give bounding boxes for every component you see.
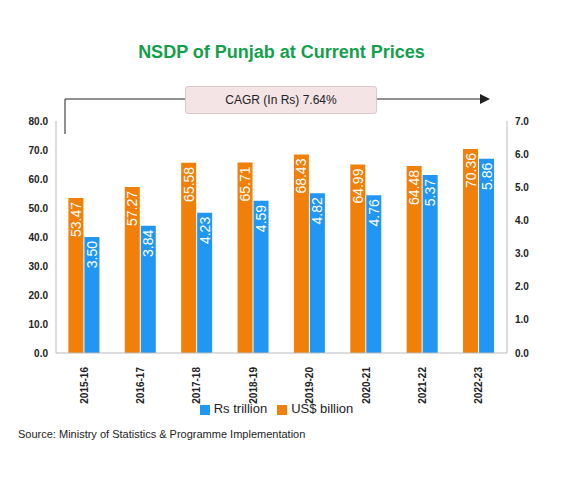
svg-text:60.0: 60.0 (29, 174, 49, 185)
svg-text:64.99: 64.99 (350, 168, 366, 203)
svg-text:70.0: 70.0 (29, 145, 49, 156)
svg-text:3.84: 3.84 (140, 230, 156, 257)
svg-text:2016-17: 2016-17 (135, 367, 146, 404)
svg-text:50.0: 50.0 (29, 203, 49, 214)
svg-text:30.0: 30.0 (29, 261, 49, 272)
svg-text:5.0: 5.0 (515, 182, 529, 193)
svg-text:3.50: 3.50 (84, 241, 100, 268)
svg-text:70.36: 70.36 (463, 153, 479, 188)
svg-text:2020-21: 2020-21 (361, 367, 372, 404)
svg-text:10.0: 10.0 (29, 319, 49, 330)
html-text:CAGR (In Rs) 7.64%: CAGR (In Rs) 7.64% (225, 93, 337, 107)
svg-text:64.48: 64.48 (406, 170, 422, 205)
svg-text:4.0: 4.0 (515, 215, 529, 226)
svg-text:2022-23: 2022-23 (473, 367, 484, 404)
html-text:NSDP of Punjab at Current Pric: NSDP of Punjab at Current Prices (138, 42, 425, 62)
svg-text:65.58: 65.58 (181, 167, 197, 202)
svg-text:4.59: 4.59 (253, 205, 269, 232)
svg-text:2017-18: 2017-18 (191, 367, 202, 404)
svg-text:0.0: 0.0 (515, 348, 529, 359)
svg-text:1.0: 1.0 (515, 314, 529, 325)
svg-text:40.0: 40.0 (29, 232, 49, 243)
svg-text:0.0: 0.0 (34, 348, 48, 359)
svg-text:7.0: 7.0 (515, 116, 529, 127)
html-text:Source: Ministry of Statistics: Source: Ministry of Statistics & Program… (18, 428, 306, 440)
svg-text:2019-20: 2019-20 (304, 367, 315, 404)
svg-text:3.0: 3.0 (515, 248, 529, 259)
svg-text:65.71: 65.71 (237, 166, 253, 201)
svg-text:68.43: 68.43 (293, 158, 309, 193)
html-text:Rs trillion: Rs trillion (213, 401, 268, 416)
svg-text:2.0: 2.0 (515, 281, 529, 292)
svg-text:57.27: 57.27 (124, 191, 140, 226)
html-text:US$ billion: US$ billion (291, 401, 354, 416)
svg-text:4.23: 4.23 (197, 217, 213, 244)
svg-text:20.0: 20.0 (29, 290, 49, 301)
svg-text:53.47: 53.47 (68, 202, 84, 237)
svg-text:2018-19: 2018-19 (248, 367, 259, 404)
svg-text:2021-22: 2021-22 (417, 367, 428, 404)
svg-text:2015-16: 2015-16 (79, 367, 90, 404)
svg-text:5.37: 5.37 (422, 179, 438, 206)
svg-text:5.86: 5.86 (479, 163, 495, 190)
svg-text:6.0: 6.0 (515, 149, 529, 160)
svg-text:80.0: 80.0 (29, 116, 49, 127)
svg-text:4.76: 4.76 (366, 199, 382, 226)
svg-text:4.82: 4.82 (309, 197, 325, 224)
